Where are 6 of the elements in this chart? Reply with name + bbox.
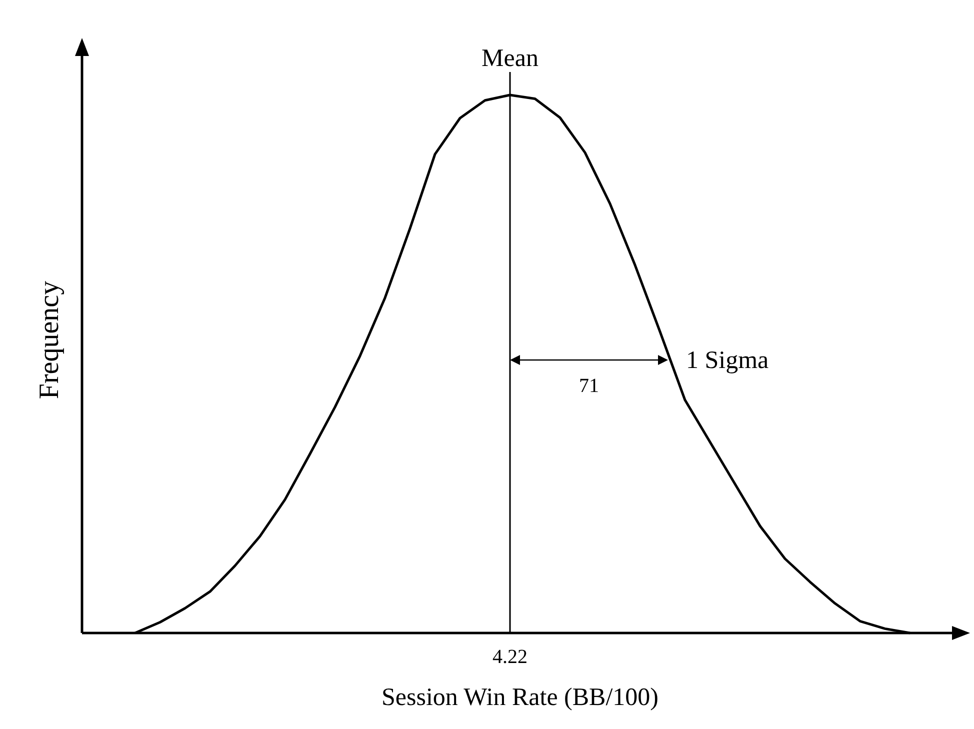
annotation: 71: [579, 375, 599, 397]
x-axis-title: Session Win Rate (BB/100): [381, 684, 659, 711]
text: Mean: [482, 45, 538, 72]
y-axis-title: Frequency: [34, 280, 65, 400]
annotation: 1 Sigma: [686, 347, 769, 374]
text: 4.22: [492, 646, 528, 668]
